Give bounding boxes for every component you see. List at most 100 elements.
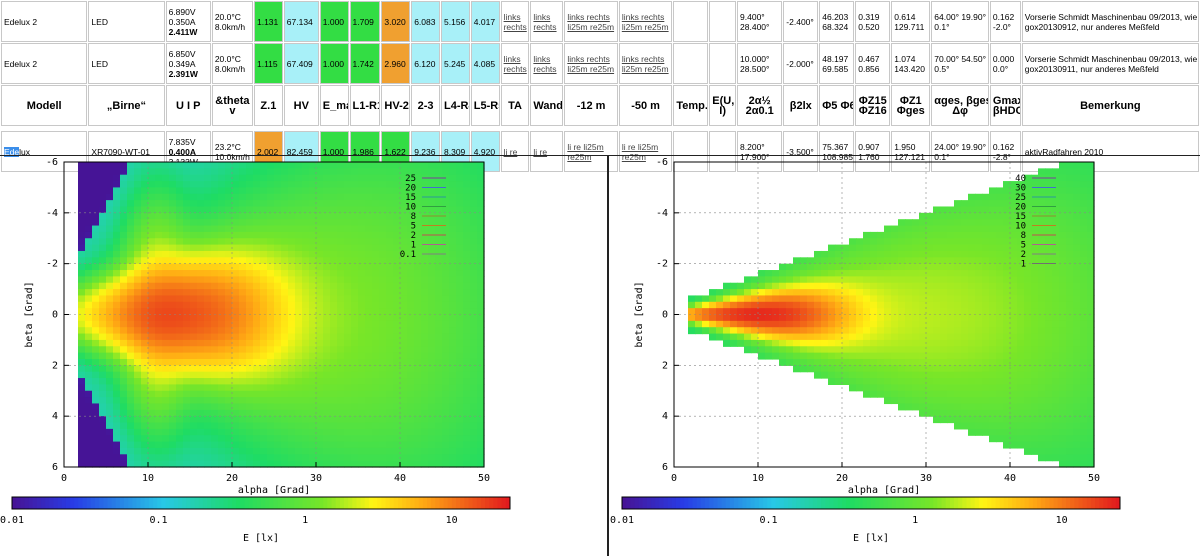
heatmap-cell — [779, 327, 787, 335]
m50-link[interactable]: links rechts li25m re25m — [618, 43, 673, 84]
heatmap-cell — [821, 295, 829, 303]
heatmap-cell — [870, 244, 878, 252]
heatmap-cell — [449, 352, 457, 360]
m12-link[interactable]: li re li25m re25m — [564, 131, 618, 172]
heatmap-cell — [814, 365, 822, 373]
heatmap-cell — [807, 282, 815, 290]
ta-link[interactable]: li re — [500, 131, 530, 172]
heatmap-cell — [435, 320, 443, 328]
heatmap-cell — [197, 333, 205, 341]
heatmap-cell — [442, 371, 450, 379]
heatmap-cell — [814, 282, 822, 290]
heatmap-cell — [197, 257, 205, 265]
heatmap-cell — [821, 333, 829, 341]
heatmap-cell — [316, 282, 324, 290]
heatmap-cell — [1010, 238, 1018, 246]
heatmap-cell — [793, 295, 801, 303]
heatmap-cell — [323, 219, 331, 227]
wand-link[interactable]: li re — [530, 131, 564, 172]
heatmap-cell — [947, 327, 955, 335]
heatmap-cell — [1017, 339, 1025, 347]
heatmap-cell — [1059, 447, 1067, 455]
heatmap-cell — [246, 168, 254, 176]
heatmap-cell — [253, 187, 261, 195]
colorbar-segment — [389, 497, 395, 509]
heatmap-cell — [961, 289, 969, 297]
heatmap-cell — [814, 270, 822, 277]
heatmap-cell — [295, 174, 303, 182]
column-header-line: I) — [719, 104, 727, 117]
heatmap-cell — [176, 447, 184, 455]
heatmap-cell — [99, 447, 107, 455]
ta-link[interactable]: links rechts — [500, 1, 530, 42]
heatmap-cell — [1087, 314, 1095, 322]
heatmap-cell — [842, 371, 850, 379]
heatmap-cell — [947, 416, 955, 424]
heatmap-cell — [1059, 435, 1067, 443]
heatmap-cell — [435, 327, 443, 335]
heatmap-cell — [1087, 365, 1095, 373]
heatmap-cell — [456, 168, 464, 176]
wand-link-line: li re — [533, 146, 548, 157]
heatmap-cell — [225, 289, 233, 297]
heatmap-cell — [120, 250, 128, 258]
heatmap-cell — [463, 219, 471, 227]
heatmap-cell — [1010, 200, 1018, 208]
m12-link[interactable]: links rechts li25m re25m — [564, 43, 618, 84]
heatmap-cell — [267, 257, 275, 265]
heatmap-cell — [961, 257, 969, 265]
heatmap-cell — [428, 187, 436, 195]
heatmap-cell — [155, 206, 163, 214]
heatmap-cell — [821, 358, 829, 366]
heatmap-cell — [463, 397, 471, 405]
heatmap-cell — [78, 181, 86, 189]
heatmap-cell — [442, 206, 450, 214]
heatmap-cell — [120, 422, 128, 430]
heatmap-cell — [309, 447, 317, 455]
heatmap-cell — [835, 263, 843, 271]
heatmap-cell — [849, 295, 857, 303]
m50-link[interactable]: links rechts li25m re25m — [618, 1, 673, 42]
wand-link[interactable]: links rechts — [530, 1, 564, 42]
heatmap-cell — [288, 295, 296, 303]
colorbar-segment — [211, 497, 216, 509]
heatmap-cell — [996, 193, 1004, 201]
heatmap-cell — [835, 301, 843, 309]
m50-link[interactable]: li re li25m re25m — [618, 131, 673, 172]
heatmap-cell — [400, 416, 408, 424]
heatmap-cell — [246, 244, 254, 252]
heatmap-cell — [954, 358, 962, 366]
heatmap-cell — [1052, 339, 1060, 347]
heatmap-cell — [947, 212, 955, 220]
heatmap-cell — [295, 314, 303, 322]
heatmap-cell — [1017, 289, 1025, 297]
heatmap-cell — [78, 339, 86, 347]
heatmap-cell — [709, 295, 717, 303]
heatmap-cell — [323, 333, 331, 341]
heatmap-cell — [295, 200, 303, 208]
heatmap-cell — [1017, 441, 1025, 449]
heatmap-cell — [1003, 295, 1011, 303]
ta-link[interactable]: links rechts — [500, 43, 530, 84]
m12-link[interactable]: links rechts li25m re25m — [564, 1, 618, 42]
heatmap-cell — [477, 365, 485, 373]
heatmap-cell — [113, 339, 121, 347]
heatmap-cell — [190, 263, 198, 271]
m12-link-line: li re li25m — [567, 141, 604, 152]
heatmap-cell — [1010, 295, 1018, 303]
hv-cell: 67.409 — [283, 43, 319, 84]
colorbar-segment — [323, 497, 328, 509]
heatmap-cell — [379, 416, 387, 424]
heatmap-cell — [260, 295, 268, 303]
alpha-cell-line: 10.000° — [740, 53, 770, 64]
heatmap-cell — [141, 460, 149, 468]
heatmap-cell — [821, 250, 829, 258]
heatmap-cell — [1073, 301, 1081, 309]
z1-cell: 1.131 — [253, 1, 283, 42]
heatmap-cell — [926, 301, 934, 309]
heatmap-cell — [982, 244, 990, 252]
heatmap-cell — [1066, 358, 1074, 366]
heatmap-cell — [190, 244, 198, 252]
heatmap-cell — [120, 384, 128, 392]
wand-link[interactable]: links rechts — [530, 43, 564, 84]
